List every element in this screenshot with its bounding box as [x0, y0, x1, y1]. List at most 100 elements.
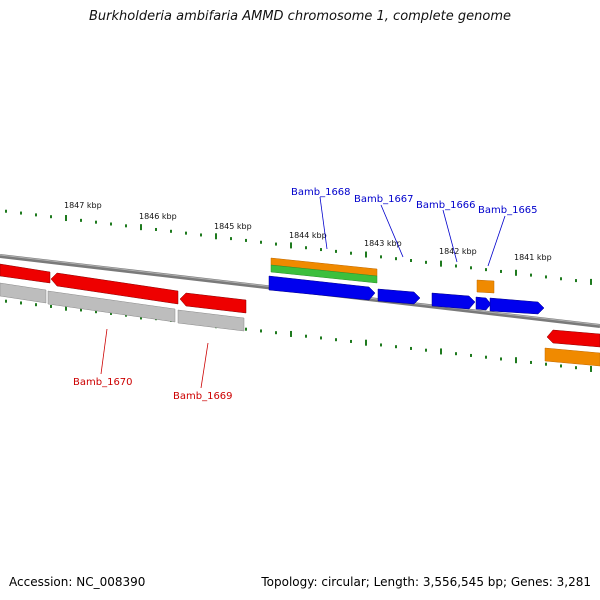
scale-tick [110, 222, 112, 226]
accession-text: Accession: NC_008390 [9, 575, 146, 589]
gene-label[interactable]: Bamb_1666 [416, 200, 476, 211]
scale-tick [455, 352, 457, 356]
scale-tick [290, 242, 292, 249]
rna-feature-small[interactable] [476, 279, 495, 294]
scale-tick [395, 257, 397, 261]
scale-tick [455, 264, 457, 268]
scale-tick [200, 233, 202, 237]
gene-label[interactable]: Bamb_1667 [354, 194, 414, 205]
gene-label[interactable]: Bamb_1670 [73, 377, 133, 388]
scale-tick [20, 301, 22, 305]
gene-bamb-1670[interactable] [50, 272, 179, 305]
scale-tick [35, 213, 37, 217]
scale-tick [125, 224, 127, 228]
label-leaders [100, 196, 506, 389]
genome-summary-text: Topology: circular; Length: 3,556,545 bp… [261, 575, 591, 589]
scale-tick [470, 353, 472, 357]
scale-tick [230, 237, 232, 241]
kbp-label: 1842 kbp [439, 247, 477, 256]
gene-bamb-1666[interactable] [431, 292, 476, 310]
scale-tick [215, 233, 217, 240]
gene-bamb-1667[interactable] [377, 288, 421, 305]
gray-feature[interactable] [0, 282, 47, 304]
gene-label[interactable]: Bamb_1669 [173, 391, 233, 402]
scale-tick [575, 366, 577, 370]
scale-tick [545, 362, 547, 366]
gene-fragment[interactable] [475, 296, 492, 311]
scale-tick [365, 339, 367, 346]
green-feature[interactable] [270, 264, 378, 284]
scale-tick [560, 277, 562, 281]
scale-tick [275, 242, 277, 246]
kbp-label: 1845 kbp [214, 222, 252, 231]
scale-tick [350, 339, 352, 343]
kbp-label: 1843 kbp [364, 239, 402, 248]
scale-tick [500, 357, 502, 361]
scale-tick [155, 227, 157, 231]
scale-tick [110, 311, 112, 315]
scale-tick [290, 330, 292, 337]
scale-tick [440, 260, 442, 267]
scale-tick [410, 346, 412, 350]
scale-tick [50, 304, 52, 308]
kbp-label: 1841 kbp [514, 253, 552, 262]
scale-tick [305, 334, 307, 338]
gray-feature[interactable] [47, 290, 176, 323]
scale-tick [95, 310, 97, 314]
kbp-label: 1844 kbp [289, 231, 327, 240]
gene-bamb-1669[interactable] [179, 292, 247, 314]
scale-tick [485, 355, 487, 359]
scale-tick [485, 268, 487, 272]
scale-tick [575, 279, 577, 283]
gene-left-partial[interactable] [0, 263, 51, 284]
scale-tick [260, 329, 262, 333]
scale-tick [320, 336, 322, 340]
gene-label[interactable]: Bamb_1668 [291, 187, 351, 198]
scale-ticks-upper [5, 209, 592, 285]
scale-tick [380, 255, 382, 259]
scale-tick [5, 209, 7, 213]
kbp-label: 1847 kbp [64, 201, 102, 210]
scale-tick [365, 251, 367, 258]
gene-label[interactable]: Bamb_1665 [478, 205, 538, 216]
gray-feature[interactable] [177, 309, 245, 332]
scale-tick [80, 308, 82, 312]
scale-tick [410, 259, 412, 263]
scale-tick [380, 343, 382, 347]
scale-tick [305, 246, 307, 250]
scale-tick [395, 345, 397, 349]
scale-tick [320, 248, 322, 252]
scale-tick [245, 327, 247, 331]
scale-tick [335, 338, 337, 342]
scale-tick [530, 273, 532, 277]
scale-tick [515, 357, 517, 364]
scale-tick [35, 303, 37, 307]
scale-tick [80, 218, 82, 222]
gene-bamb-1668[interactable] [268, 275, 376, 301]
scale-tick [65, 215, 67, 222]
scale-tick [170, 229, 172, 233]
scale-tick [530, 360, 532, 364]
scale-tick [335, 249, 337, 253]
gene-bamb-1665[interactable] [489, 297, 545, 315]
scale-tick [245, 238, 247, 242]
scale-tick [470, 266, 472, 270]
gene-right-partial[interactable] [546, 329, 600, 348]
scale-tick [590, 278, 592, 285]
scale-tick [425, 348, 427, 352]
scale-tick [95, 220, 97, 224]
rna-feature-right[interactable] [544, 347, 600, 367]
scale-tick [50, 215, 52, 219]
scale-tick [275, 331, 277, 335]
scale-tick [425, 260, 427, 264]
scale-tick [5, 299, 7, 303]
scale-tick [515, 269, 517, 276]
scale-tick [260, 240, 262, 244]
kbp-label: 1846 kbp [139, 212, 177, 221]
scale-tick [500, 269, 502, 273]
scale-tick [440, 348, 442, 355]
scale-tick [545, 275, 547, 279]
map-title: Burkholderia ambifaria AMMD chromosome 1… [88, 9, 512, 24]
scale-tick [20, 211, 22, 215]
